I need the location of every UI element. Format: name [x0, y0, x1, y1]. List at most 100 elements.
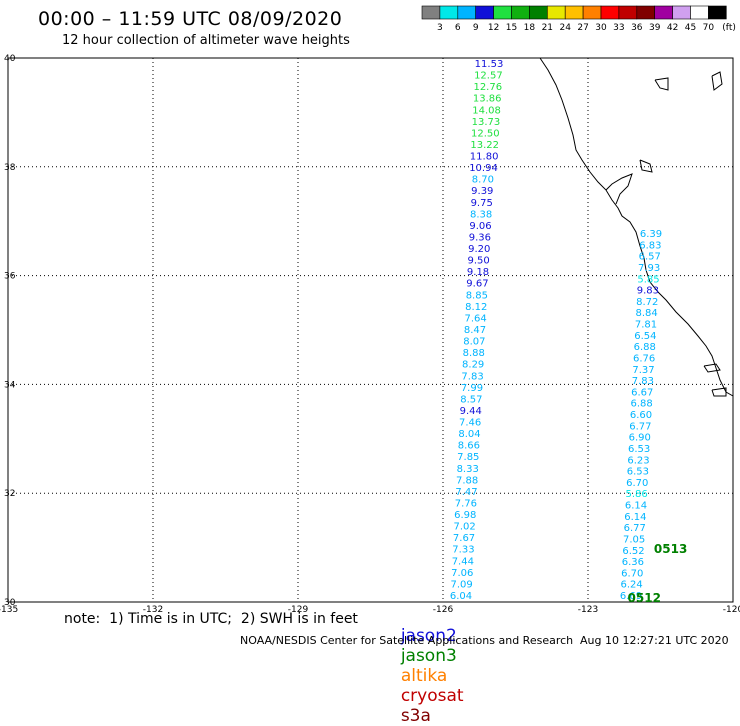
wave-height-track-a: 9.06 [469, 221, 491, 232]
colorbar-swatch [458, 6, 476, 19]
wave-height-track-b: 6.60 [630, 410, 652, 421]
colorbar-tick-label: 45 [685, 23, 696, 33]
wave-height-track-b: 6.23 [627, 455, 649, 466]
colorbar-swatch [529, 6, 547, 19]
wave-height-track-b: 6.67 [631, 387, 653, 398]
wave-height-track-b: 6.53 [627, 467, 649, 478]
colorbar-tick-label: 42 [667, 23, 678, 33]
legend-cryosat: cryosat [401, 686, 464, 706]
wave-height-track-a: 11.80 [470, 152, 499, 163]
colorbar-tick-label: 36 [631, 23, 643, 33]
colorbar-tick-label: 6 [455, 23, 461, 33]
wave-height-track-b: 7.05 [623, 534, 645, 545]
wave-height-track-b: 6.52 [622, 546, 644, 557]
wave-height-track-b: 6.76 [633, 353, 655, 364]
wave-height-track-a: 7.02 [454, 522, 476, 533]
colorbar-swatch [708, 6, 726, 19]
wave-height-track-b: 5.85 [637, 274, 659, 285]
wave-height-track-a: 9.50 [468, 256, 490, 267]
wave-height-track-a: 9.39 [471, 186, 493, 197]
wave-height-track-a: 12.57 [474, 71, 503, 82]
wave-height-track-b: 6.90 [629, 433, 651, 444]
wave-height-track-a: 6.98 [454, 510, 476, 521]
wave-height-track-a: 11.53 [475, 59, 504, 70]
wave-height-track-a: 8.70 [472, 175, 494, 186]
island-outline [704, 364, 720, 372]
colorbar-swatch [619, 6, 637, 19]
lat-tick-label: 30 [4, 598, 16, 608]
lat-tick-label: 34 [4, 380, 16, 390]
wave-height-track-b: 6.88 [634, 342, 656, 353]
wave-height-track-a: 8.12 [465, 302, 487, 313]
page-subtitle: 12 hour collection of altimeter wave hei… [62, 33, 350, 48]
wave-height-track-a: 14.08 [472, 105, 501, 116]
wave-height-track-b: 6.83 [639, 240, 661, 251]
bay-outline [606, 174, 632, 204]
wave-height-track-b: 8.72 [636, 297, 658, 308]
legend-jason3: jason3 [401, 646, 457, 666]
colorbar-swatch [583, 6, 601, 19]
wave-height-track-b: 6.14 [625, 501, 647, 512]
pass-time-label: 0512 [628, 591, 661, 605]
wave-height-track-a: 8.38 [470, 209, 492, 220]
colorbar-tick-label: 15 [506, 23, 517, 33]
colorbar-swatch [691, 6, 709, 19]
wave-height-track-a: 7.64 [464, 313, 486, 324]
wave-height-track-a: 9.44 [460, 406, 482, 417]
wave-height-track-b: 7.93 [638, 263, 660, 274]
colorbar-tick-label: 70 [703, 23, 715, 33]
wave-height-track-b: 6.57 [639, 252, 661, 263]
wave-height-track-b: 6.77 [624, 523, 646, 534]
wave-height-track-b: 9.83 [637, 286, 659, 297]
colorbar-tick-label: 3 [437, 23, 443, 33]
wave-height-track-a: 7.33 [452, 545, 474, 556]
wave-height-track-b: 6.70 [621, 568, 643, 579]
colorbar-swatch [655, 6, 673, 19]
wave-height-track-b: 7.81 [635, 320, 657, 331]
wave-height-track-a: 8.07 [463, 337, 485, 348]
wave-height-track-b: 7.37 [632, 365, 654, 376]
colorbar-swatch [673, 6, 691, 19]
credit-text: NOAA/NESDIS Center for Satellite Applica… [240, 634, 573, 647]
wave-height-track-a: 8.85 [466, 290, 488, 301]
timestamp-text: Aug 10 12:27:21 UTC 2020 [580, 634, 729, 647]
wave-height-track-a: 7.85 [457, 452, 479, 463]
wave-height-track-a: 12.50 [471, 128, 500, 139]
wave-height-track-b: 6.14 [624, 512, 646, 523]
wave-height-track-a: 8.57 [460, 394, 482, 405]
wave-height-track-a: 7.76 [455, 498, 477, 509]
wave-height-track-a: 12.76 [473, 82, 502, 93]
colorbar-tick-label: 24 [559, 23, 571, 33]
colorbar-swatch [601, 6, 619, 19]
wave-height-track-a: 9.67 [466, 279, 488, 290]
lon-tick-label: -120 [723, 605, 740, 615]
page-title: 00:00 – 11:59 UTC 08/09/2020 [38, 8, 342, 30]
units-note: note: 1) Time is in UTC; 2) SWH is in fe… [64, 611, 358, 627]
wave-height-track-a: 7.99 [461, 383, 483, 394]
colorbar-tick-label: 12 [488, 23, 499, 33]
wave-height-track-a: 7.44 [452, 556, 474, 567]
lon-tick-label: -123 [578, 605, 598, 615]
wave-height-track-a: 7.47 [455, 487, 477, 498]
colorbar-swatch [512, 6, 530, 19]
wave-height-track-b: 6.88 [630, 399, 652, 410]
wave-height-track-a: 7.09 [450, 579, 472, 590]
wave-height-track-a: 8.66 [458, 441, 480, 452]
colorbar-tick-label: 9 [473, 23, 479, 33]
wave-height-track-a: 8.88 [463, 348, 485, 359]
wave-height-track-a: 8.04 [458, 429, 480, 440]
wave-height-track-a: 7.83 [461, 371, 483, 382]
wave-height-track-b: 6.36 [622, 557, 644, 568]
wave-height-track-b: 7.83 [632, 376, 654, 387]
lake-outline [655, 78, 668, 90]
wave-height-track-b: 6.53 [628, 444, 650, 455]
wave-height-track-a: 9.36 [469, 232, 491, 243]
lat-tick-label: 40 [4, 54, 16, 64]
wave-height-track-a: 13.86 [473, 94, 502, 105]
wave-height-track-a: 6.04 [450, 591, 472, 602]
wave-height-track-b: 5.86 [625, 489, 647, 500]
colorbar-swatch [565, 6, 583, 19]
lake-outline [712, 72, 722, 90]
wave-height-track-a: 8.47 [464, 325, 486, 336]
colorbar-swatch [440, 6, 458, 19]
